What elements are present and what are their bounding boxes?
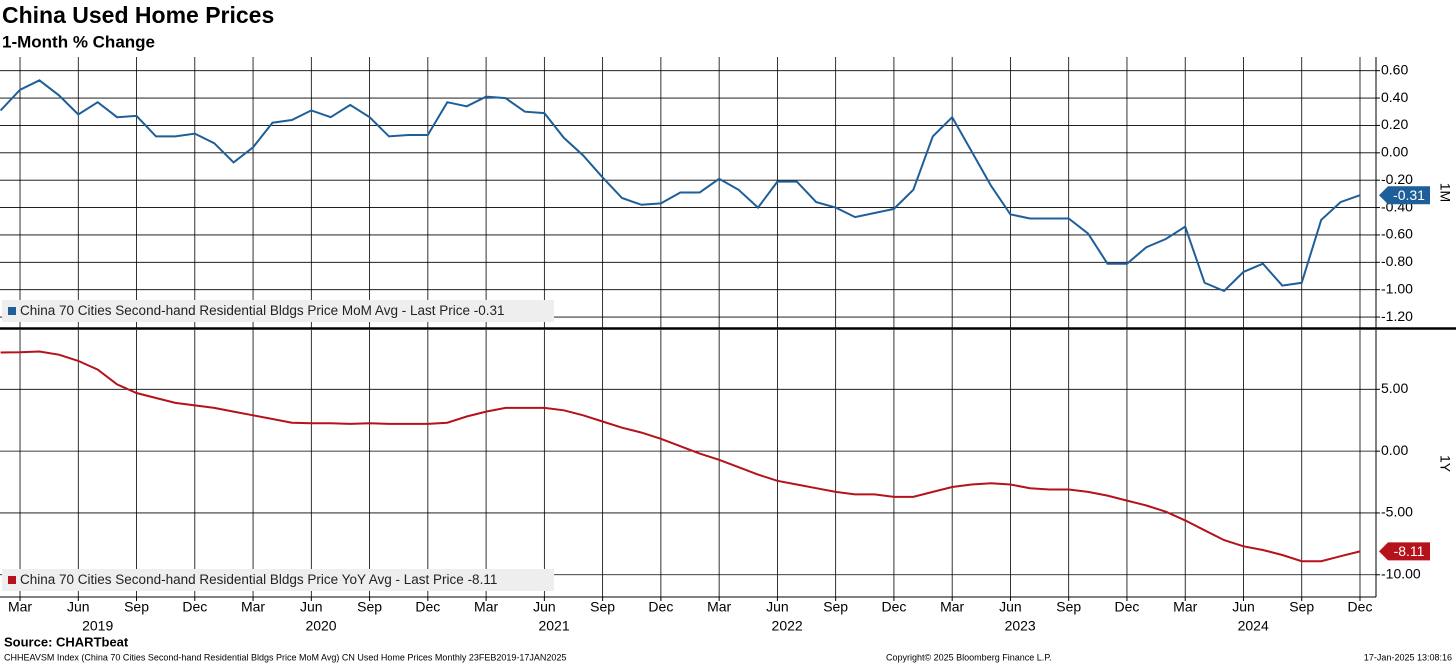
x-year-label: 2019 [82,618,113,634]
legend-last-value: -0.31 [474,303,505,318]
x-year-label: 2020 [305,618,336,634]
x-tick-label: Mar [241,599,265,615]
legend-entry: China 70 Cities Second-hand Residential … [20,303,505,318]
ticker-info: CHHEAVSM Index (China 70 Cities Second-h… [4,652,566,662]
y-tick-label: -0.80 [1381,253,1413,269]
x-tick-label: Jun [67,599,90,615]
x-tick-label: Sep [1289,599,1314,615]
line-series [0,350,1361,563]
x-tick-label: Jun [300,599,323,615]
y-tick-label: -10.00 [1381,565,1421,581]
x-year-label: 2022 [772,618,803,634]
x-year-label: 2024 [1238,618,1269,634]
copyright: Copyright© 2025 Bloomberg Finance L.P. [886,652,1052,662]
chart-subtitle: 1-Month % Change [2,32,155,51]
line-series [0,79,1361,293]
y-tick-label: 0.60 [1381,61,1408,77]
x-tick-label: Mar [474,599,498,615]
x-year-label: 2023 [1005,618,1036,634]
y-tick-label: 0.40 [1381,89,1408,105]
x-tick-label: Dec [1348,599,1373,615]
x-tick-label: Dec [415,599,440,615]
x-tick-label: Jun [533,599,556,615]
x-year-label: 2021 [538,618,569,634]
source: Source: CHARTbeat [4,634,129,649]
y-tick-label: -5.00 [1381,504,1413,520]
y-tick-label: 0.00 [1381,144,1408,160]
legend-swatch [8,576,16,584]
axis-label: 1Y [1437,455,1453,473]
legend-box [2,300,554,322]
x-tick-label: Mar [940,599,964,615]
legend-swatch [8,307,16,315]
x-tick-label: Sep [357,599,382,615]
y-tick-label: -1.00 [1381,280,1413,296]
axis-label: 1M [1437,183,1453,202]
x-tick-label: Mar [707,599,731,615]
last-price-tag [1379,186,1430,205]
x-tick-label: Dec [182,599,207,615]
legend-suffix: - Last Price [402,303,470,318]
x-tick-label: Sep [124,599,149,615]
timestamp: 17-Jan-2025 13:08:16 [1364,652,1452,662]
legend-suffix: - Last Price [396,572,464,587]
legend-entry: China 70 Cities Second-hand Residential … [20,572,497,587]
chart-title: China Used Home Prices [2,2,274,28]
legend-last-value: -8.11 [468,572,498,587]
x-tick-label: Dec [648,599,673,615]
x-tick-label: Sep [823,599,848,615]
legend-box [2,569,554,591]
x-tick-label: Dec [881,599,906,615]
x-tick-label: Sep [590,599,615,615]
y-tick-label: 0.20 [1381,116,1408,132]
x-tick-label: Mar [8,599,32,615]
x-tick-label: Jun [766,599,789,615]
x-tick-label: Jun [1232,599,1255,615]
x-tick-label: Dec [1115,599,1140,615]
y-tick-label: 5.00 [1381,380,1408,396]
last-price-label: -0.31 [1393,187,1425,203]
x-tick-label: Sep [1056,599,1081,615]
x-tick-label: Jun [999,599,1022,615]
y-tick-label: 0.00 [1381,442,1408,458]
y-tick-label: -0.60 [1381,226,1413,242]
legend-name: China 70 Cities Second-hand Residential … [20,303,398,318]
y-tick-label: -0.20 [1381,171,1413,187]
last-price-tag [1379,542,1430,561]
legend-name: China 70 Cities Second-hand Residential … [20,572,392,587]
x-tick-label: Mar [1173,599,1197,615]
y-tick-label: -1.20 [1381,308,1413,324]
last-price-label: -8.11 [1394,543,1425,559]
